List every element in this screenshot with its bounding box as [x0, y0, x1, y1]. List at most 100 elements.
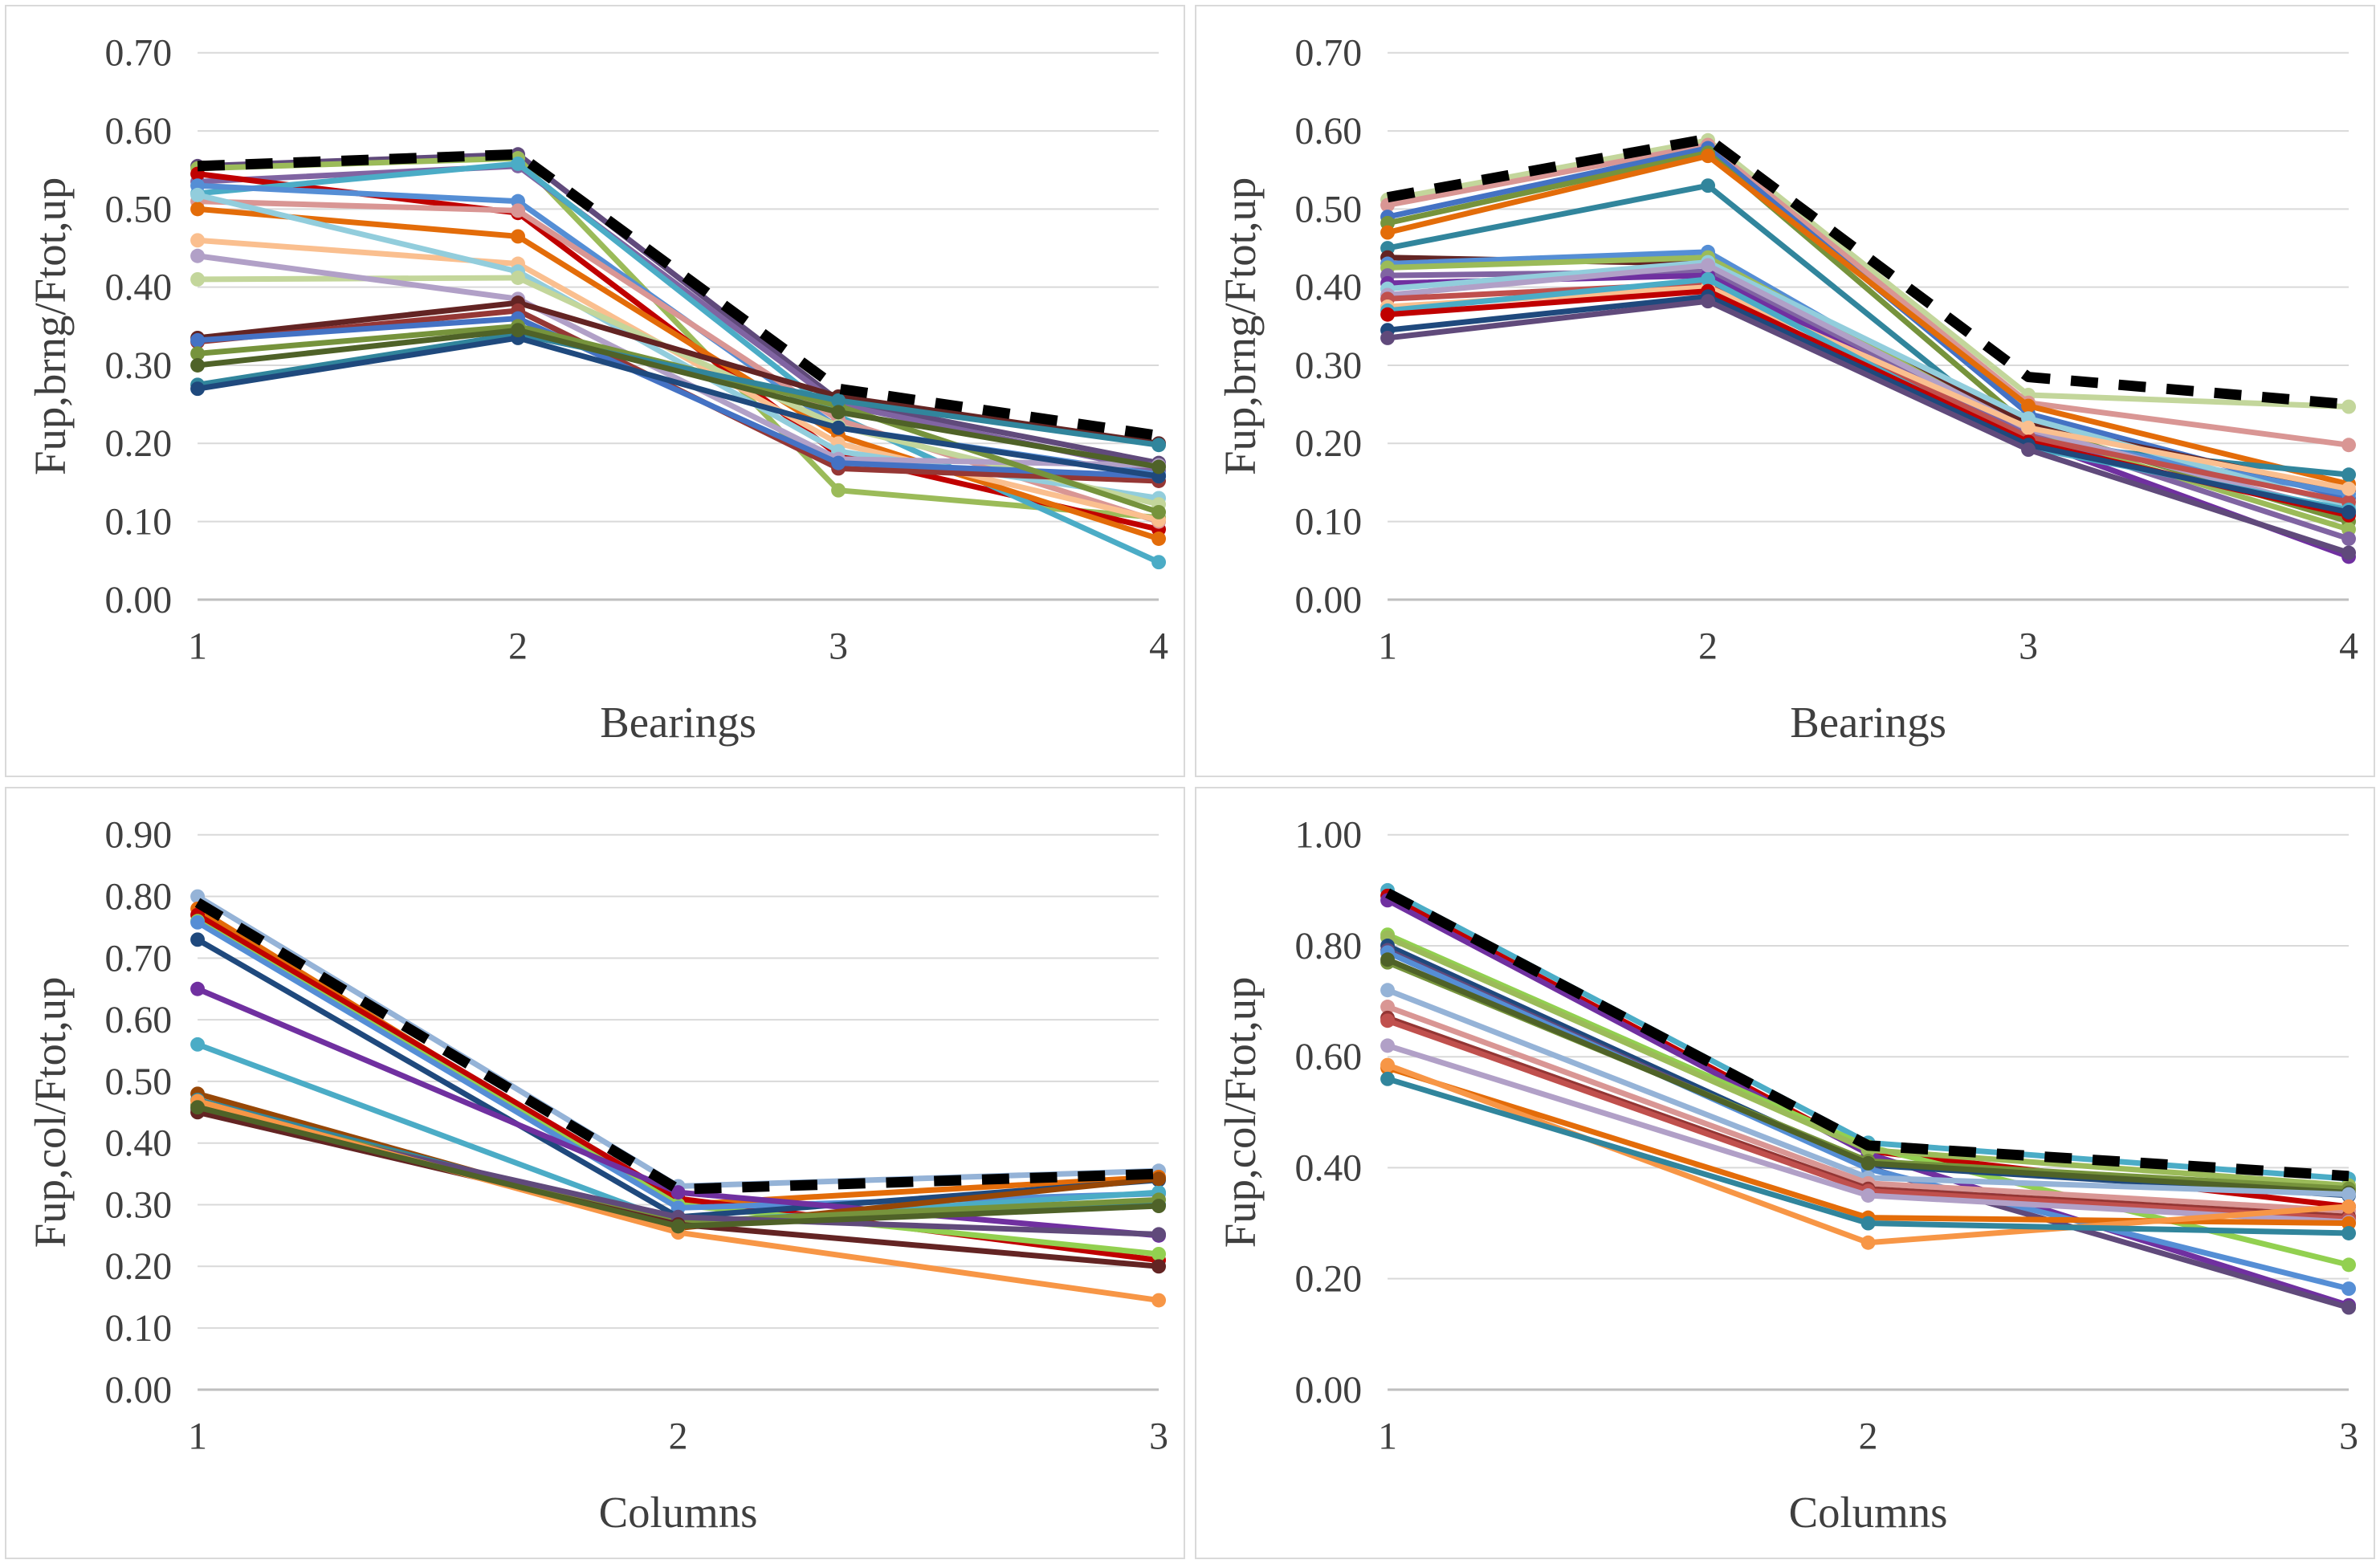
series-group [1380, 294, 2357, 560]
y-tick-label: 0.20 [105, 422, 173, 465]
series-marker [2341, 504, 2357, 519]
series-marker [2341, 399, 2357, 414]
series-marker [831, 393, 846, 408]
series-marker [190, 332, 206, 348]
y-tick-label: 0.10 [1295, 501, 1363, 544]
series-line [194, 316, 1162, 479]
series-marker [190, 187, 206, 202]
series-marker [2021, 398, 2036, 413]
envelope-max-line [1386, 133, 2349, 410]
series-marker [1151, 504, 1167, 519]
series-marker [190, 381, 206, 397]
y-tick-label: 0.90 [105, 814, 173, 857]
y-axis-title: Fup,brng/Ftot,up [26, 177, 75, 475]
y-tick-label: 0.80 [105, 875, 173, 918]
series-marker [1380, 225, 1396, 240]
series-marker [670, 1219, 686, 1234]
y-tick-labels: 0.00 0.10 0.20 0.30 0.40 0.50 0.60 0.70 0.80 0.90 [105, 814, 173, 1411]
series-marker [670, 1185, 686, 1200]
y-tick-label: 0.50 [105, 1061, 173, 1103]
chart-panel-columns-left: 0.00 0.10 0.20 0.30 0.40 0.50 0.60 0.70 0.80 0.90… [5, 787, 1185, 1559]
y-tick-label: 0.40 [105, 1122, 173, 1165]
series-line [194, 151, 1162, 466]
x-tick-label: 1 [1378, 625, 1397, 668]
series-marker [831, 420, 846, 435]
series-marker [190, 1100, 206, 1115]
series-marker [2341, 1216, 2357, 1231]
series-marker [1701, 149, 1716, 164]
series-line [194, 331, 1162, 448]
series-group [1380, 178, 2357, 483]
series-group [190, 202, 1167, 546]
series-marker [1860, 1216, 1876, 1231]
x-tick-label: 4 [2339, 625, 2358, 668]
y-axis-title: Fup,col/Ftot,up [1216, 976, 1265, 1248]
x-tick-label: 4 [1149, 625, 1168, 668]
series-line [194, 253, 1162, 469]
y-tick-label: 0.60 [1295, 1036, 1363, 1078]
x-tick-label: 1 [188, 625, 207, 668]
y-tick-label: 0.40 [1295, 267, 1363, 309]
series-marker [190, 932, 206, 947]
gridlines [1388, 51, 2349, 601]
series-marker [1860, 1235, 1876, 1250]
series-marker [2341, 1226, 2357, 1240]
data-series [190, 147, 1167, 570]
series-marker [190, 981, 206, 996]
series-line [1384, 142, 2352, 448]
series-marker [1380, 1000, 1396, 1014]
series-group [190, 889, 1167, 1194]
x-tick-label: 3 [1149, 1415, 1168, 1458]
series-marker [2021, 420, 2036, 435]
y-tick-label: 0.60 [105, 110, 173, 153]
series-line [194, 335, 1162, 479]
series-group [1380, 1071, 2357, 1240]
y-tick-label: 0.20 [105, 1245, 173, 1288]
y-tick-label: 0.00 [1295, 579, 1363, 621]
series-marker [190, 202, 206, 217]
series-line [1384, 293, 2352, 515]
series-marker [511, 271, 526, 285]
series-group [190, 914, 1167, 1216]
y-tick-labels: 0.00 0.10 0.20 0.30 0.40 0.50 0.60 0.70 [105, 32, 173, 621]
x-tick-labels: 1 2 3 4 [1378, 625, 2358, 668]
series-marker [1380, 1038, 1396, 1053]
y-tick-label: 0.80 [1295, 925, 1363, 967]
envelope-max-line [194, 898, 1159, 1195]
y-tick-label: 0.50 [105, 188, 173, 230]
series-marker [511, 203, 526, 218]
series-line [1384, 259, 2352, 509]
x-tick-label: 2 [1698, 625, 1718, 668]
y-tick-label: 0.60 [105, 999, 173, 1041]
series-marker [831, 405, 846, 420]
series-line [194, 906, 1162, 1208]
columns-left-line-chart: 0.00 0.10 0.20 0.30 0.40 0.50 0.60 0.70 0.80 0.90… [26, 814, 1168, 1537]
y-tick-label: 0.00 [1295, 1369, 1363, 1411]
series-marker [1860, 1155, 1876, 1171]
series-line [194, 919, 1162, 1211]
series-marker [511, 229, 526, 244]
series-marker [1151, 438, 1167, 453]
series-marker [1151, 532, 1167, 546]
series-marker [1151, 1227, 1167, 1242]
x-tick-labels: 1 2 3 [188, 1415, 1168, 1458]
x-axis-title: Bearings [600, 698, 756, 747]
series-marker [190, 233, 206, 248]
series-line [194, 206, 1162, 542]
bearings-right-line-chart: 0.00 0.10 0.20 0.30 0.40 0.50 0.60 0.70 1 2 3 4 Fu… [1216, 32, 2358, 747]
series-marker [511, 323, 526, 338]
data-series [1380, 882, 2357, 1315]
series-marker [190, 1037, 206, 1052]
y-tick-labels: 0.00 0.20 0.40 0.60 0.80 1.00 [1295, 814, 1363, 1411]
series-marker [1701, 294, 1716, 309]
chart-panel-columns-right: 0.00 0.20 0.40 0.60 0.80 1.00 1 2 3 Fup,col/Fto… [1195, 787, 2375, 1559]
series-marker [2021, 442, 2036, 458]
data-series [1380, 132, 2357, 564]
series-marker [1380, 983, 1396, 998]
y-tick-labels: 0.00 0.10 0.20 0.30 0.40 0.50 0.60 0.70 [1295, 32, 1363, 621]
series-group [190, 1100, 1167, 1234]
series-marker [1151, 555, 1167, 570]
x-tick-labels: 1 2 3 [1378, 1415, 2358, 1458]
y-tick-label: 0.30 [1295, 344, 1363, 387]
data-series [190, 889, 1167, 1308]
